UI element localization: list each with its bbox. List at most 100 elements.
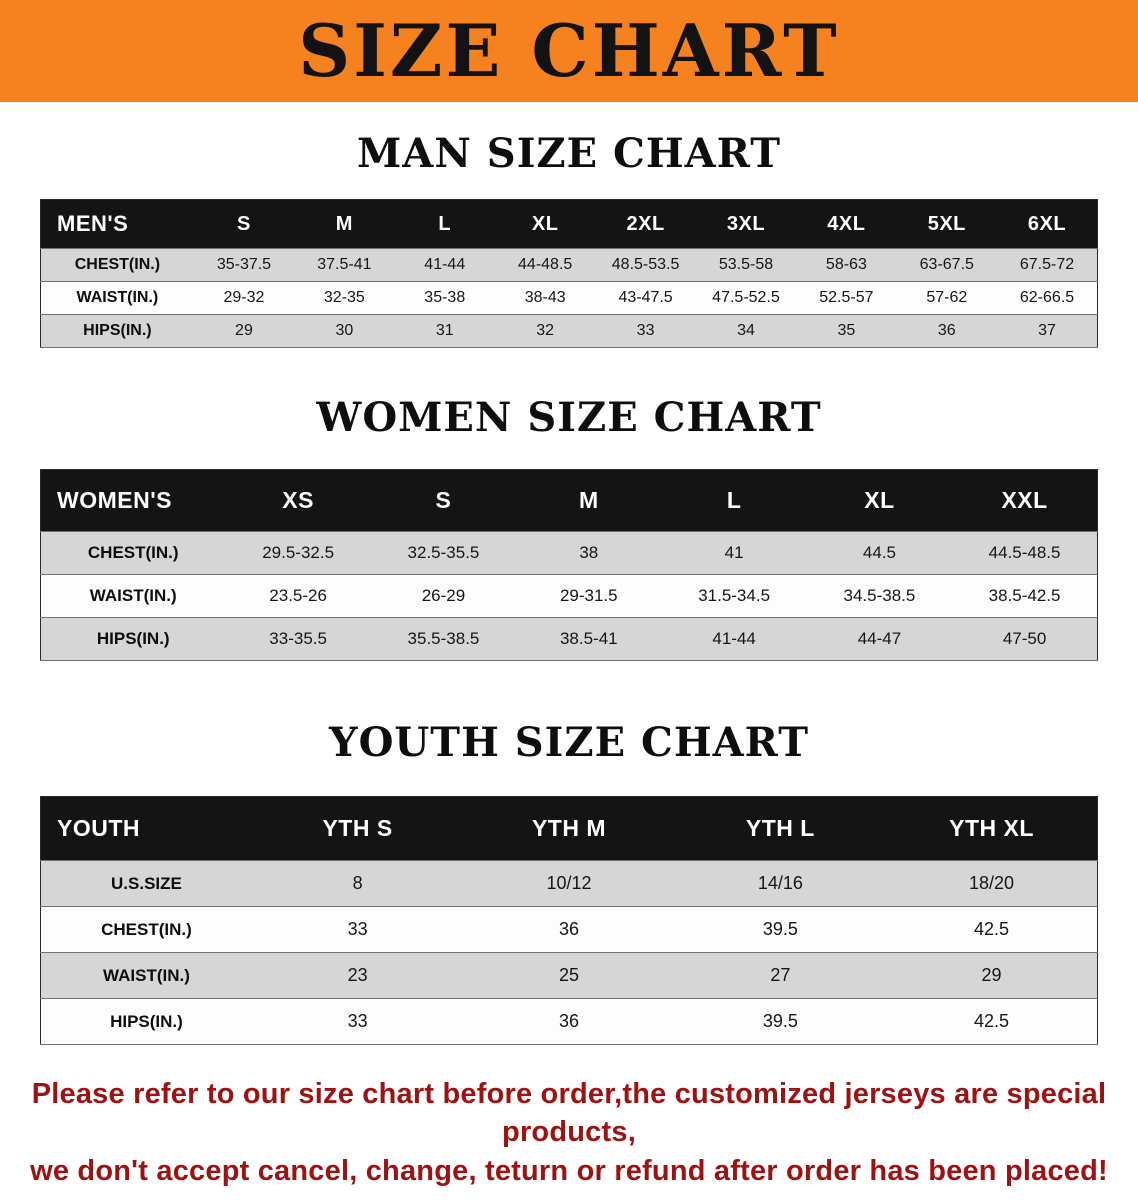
size-value-cell: 27 bbox=[770, 965, 791, 985]
size-value-cell: 43-47.5 bbox=[618, 289, 673, 306]
size-value-cell: 41-44 bbox=[424, 256, 466, 273]
youth-size-chart-heading: YOUTH SIZE CHART bbox=[329, 719, 809, 766]
size-value-cell: 38 bbox=[579, 543, 599, 562]
size-header-cell: L bbox=[661, 469, 807, 532]
table-title-cell: MEN'S bbox=[40, 199, 194, 249]
size-header-cell: S bbox=[193, 199, 295, 249]
size-value-cell: 36 bbox=[558, 1011, 579, 1031]
size-header-cell: YTH L bbox=[674, 796, 887, 861]
size-value-cell: 35 bbox=[837, 322, 856, 339]
size-value-cell: 33 bbox=[347, 919, 368, 939]
size-value-cell: 37 bbox=[1038, 322, 1056, 339]
size-value-cell: 42.5 bbox=[974, 1011, 1010, 1031]
size-value-cell: 37.5-41 bbox=[317, 256, 372, 273]
size-value-cell: 47.5-52.5 bbox=[712, 289, 780, 306]
row-label: WAIST(IN.) bbox=[89, 586, 177, 605]
size-value-cell: 42.5 bbox=[974, 919, 1010, 939]
table-row: WAIST(IN.) 29-32 32-35 35-38 38-43 43-47.5 47.… bbox=[40, 281, 1098, 315]
youth-size-table: YOUTH YTH S YTH M YTH L YTH XL U.S.SIZE 8 10/12… bbox=[40, 796, 1098, 1045]
women-size-chart-heading: WOMEN SIZE CHART bbox=[316, 394, 822, 441]
size-value-cell: 41 bbox=[724, 543, 744, 562]
row-label: WAIST(IN.) bbox=[103, 965, 190, 985]
size-value-cell: 39.5 bbox=[762, 919, 798, 939]
table-row: WAIST(IN.) 23.5-26 26-29 29-31.5 31.5-34.5 34… bbox=[40, 574, 1098, 618]
table-row: WAIST(IN.) 23 25 27 29 bbox=[40, 952, 1098, 999]
table-header-row: MEN'S S M L XL 2XL 3XL 4XL 5XL 6XL bbox=[40, 199, 1098, 249]
size-value-cell: 63-67.5 bbox=[919, 256, 974, 273]
row-label: CHEST(IN.) bbox=[87, 543, 179, 562]
size-value-cell: 47-50 bbox=[1002, 629, 1047, 648]
size-value-cell: 39.5 bbox=[762, 1011, 798, 1031]
size-value-cell: 8 bbox=[352, 873, 363, 893]
size-value-cell: 29 bbox=[981, 965, 1002, 985]
size-value-cell: 36 bbox=[937, 322, 956, 339]
size-value-cell: 31 bbox=[435, 322, 454, 339]
size-value-cell: 29-32 bbox=[223, 289, 265, 306]
table-title-cell: WOMEN'S bbox=[40, 469, 226, 532]
size-header-cell: XL bbox=[806, 469, 953, 532]
table-row: CHEST(IN.) 33 36 39.5 42.5 bbox=[40, 906, 1098, 953]
size-value-cell: 30 bbox=[335, 322, 354, 339]
size-header-cell: 6XL bbox=[997, 199, 1098, 249]
size-value-cell: 29 bbox=[235, 322, 253, 339]
size-value-cell: 33 bbox=[347, 1011, 368, 1031]
size-header-cell: 2XL bbox=[595, 199, 696, 249]
size-header-cell: L bbox=[394, 199, 495, 249]
youth-size-chart-section: YOUTH SIZE CHART YOUTH YTH S YTH M YTH L YTH… bbox=[0, 719, 1138, 1045]
row-label: HIPS(IN.) bbox=[96, 629, 170, 648]
size-value-cell: 32.5-35.5 bbox=[407, 543, 480, 562]
size-header-cell: 3XL bbox=[695, 199, 797, 249]
size-value-cell: 57-62 bbox=[926, 289, 968, 306]
size-value-cell: 23 bbox=[347, 965, 368, 985]
size-value-cell: 38-43 bbox=[524, 289, 566, 306]
table-row: CHEST(IN.) 35-37.5 37.5-41 41-44 44-48.5 48.5… bbox=[40, 248, 1098, 282]
size-value-cell: 10/12 bbox=[546, 873, 592, 893]
size-header-cell: YTH M bbox=[463, 796, 675, 861]
size-value-cell: 36 bbox=[558, 919, 579, 939]
size-value-cell: 34.5-38.5 bbox=[843, 586, 916, 605]
size-value-cell: 14/16 bbox=[757, 873, 803, 893]
table-row: U.S.SIZE 8 10/12 14/16 18/20 bbox=[40, 860, 1098, 907]
table-row: HIPS(IN.) 33-35.5 35.5-38.5 38.5-41 41-44 44-… bbox=[40, 617, 1098, 661]
size-value-cell: 53.5-58 bbox=[718, 256, 774, 273]
size-value-cell: 29.5-32.5 bbox=[262, 543, 335, 562]
row-label: CHEST(IN.) bbox=[101, 919, 192, 939]
women-size-table: WOMEN'S XS S M L XL XXL CHEST(IN.) 29.5-32.5 32.5… bbox=[40, 469, 1098, 661]
size-value-cell: 29-31.5 bbox=[559, 586, 618, 605]
disclaimer-line-2: we don't accept cancel, change, teturn o… bbox=[30, 1154, 1108, 1187]
size-header-cell: XS bbox=[225, 469, 371, 532]
size-header-cell: XXL bbox=[952, 469, 1098, 532]
size-header-cell: M bbox=[294, 199, 395, 249]
size-value-cell: 62-66.5 bbox=[1019, 289, 1075, 306]
size-value-cell: 38.5-42.5 bbox=[988, 586, 1061, 605]
size-value-cell: 67.5-72 bbox=[1019, 256, 1075, 273]
size-header-cell: YTH XL bbox=[886, 796, 1098, 861]
size-header-cell: XL bbox=[494, 199, 596, 249]
size-value-cell: 35-37.5 bbox=[216, 256, 272, 273]
size-header-cell: S bbox=[370, 469, 517, 532]
table-row: CHEST(IN.) 29.5-32.5 32.5-35.5 38 41 44.5 44.5… bbox=[40, 531, 1098, 575]
size-value-cell: 35.5-38.5 bbox=[407, 629, 480, 648]
row-label: WAIST(IN.) bbox=[76, 289, 159, 306]
size-header-cell: YTH S bbox=[251, 796, 464, 861]
table-header-row: WOMEN'S XS S M L XL XXL bbox=[40, 469, 1098, 532]
size-value-cell: 31.5-34.5 bbox=[698, 586, 771, 605]
size-value-cell: 38.5-41 bbox=[559, 629, 618, 648]
size-value-cell: 23.5-26 bbox=[269, 586, 327, 605]
table-title-cell: YOUTH bbox=[40, 796, 252, 861]
size-value-cell: 35-38 bbox=[424, 289, 466, 306]
size-value-cell: 52.5-57 bbox=[819, 289, 874, 306]
size-header-cell: M bbox=[516, 469, 662, 532]
size-value-cell: 44.5 bbox=[862, 543, 896, 562]
row-label: CHEST(IN.) bbox=[74, 256, 161, 273]
size-value-cell: 25 bbox=[558, 965, 579, 985]
banner: SIZE CHART bbox=[0, 0, 1138, 102]
size-value-cell: 41-44 bbox=[712, 629, 756, 648]
size-value-cell: 44-48.5 bbox=[518, 256, 573, 273]
size-value-cell: 32 bbox=[536, 322, 555, 339]
man-size-chart-section: MAN SIZE CHART MEN'S S M L XL 2XL 3XL 4XL 5XL 6XL… bbox=[0, 130, 1138, 348]
disclaimer-line-1: Please refer to our size chart before or… bbox=[31, 1078, 1107, 1149]
size-value-cell: 58-63 bbox=[825, 256, 867, 273]
table-row: HIPS(IN.) 29 30 31 32 33 34 35 36 37 bbox=[40, 314, 1098, 348]
size-value-cell: 32-35 bbox=[323, 289, 365, 306]
